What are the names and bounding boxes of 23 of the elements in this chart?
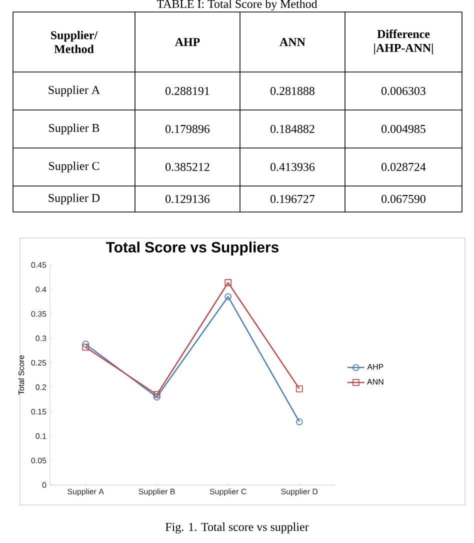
text: 0.067590 — [382, 194, 426, 204]
text: Difference |AHP-ANN| — [374, 30, 433, 54]
text: 0.385212 — [166, 162, 210, 172]
category-label: Supplier B — [49, 124, 100, 134]
text: ANN — [280, 38, 306, 46]
category-label: Supplier C — [49, 162, 100, 172]
text: TABLE I: Total Score by Method — [156, 0, 318, 10]
category-label: Supplier D — [48, 194, 100, 204]
text: 0.196727 — [270, 194, 315, 204]
text: 0.129136 — [166, 194, 210, 204]
text: 0.288191 — [166, 86, 210, 96]
text: 0.413936 — [270, 162, 315, 172]
text: 0.179896 — [166, 124, 210, 134]
caption: Fig. 1. Total score vs supplier — [166, 522, 309, 534]
text: 0.004985 — [382, 124, 426, 134]
text: AHP — [174, 38, 200, 46]
chart-title: Total Score vs Suppliers — [106, 242, 279, 256]
text: 0.281888 — [270, 86, 314, 96]
text: 0.006303 — [382, 86, 426, 96]
category-label: Supplier A — [48, 86, 100, 96]
text: Supplier/ Method — [51, 30, 98, 54]
text: 0.028724 — [382, 162, 426, 172]
text: 0.184882 — [270, 124, 314, 134]
